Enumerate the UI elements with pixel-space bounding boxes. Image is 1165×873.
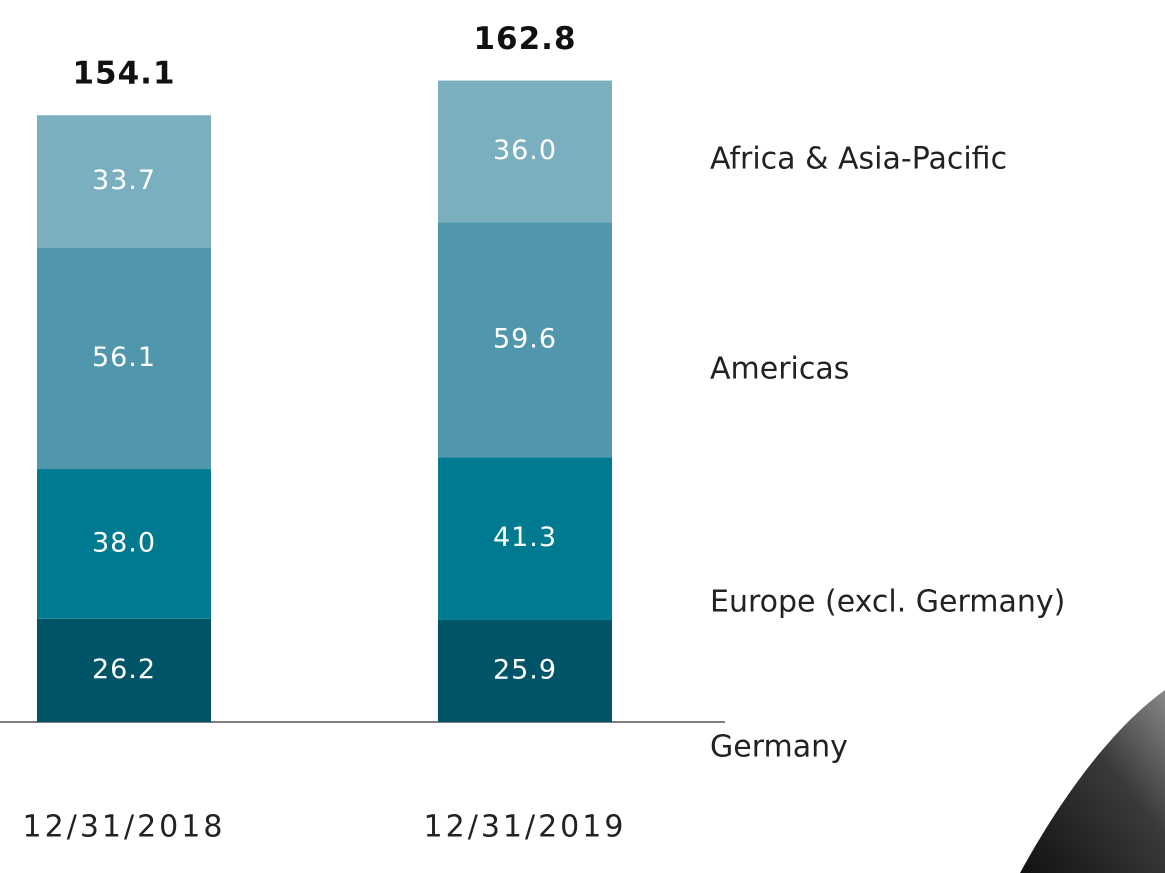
bar-segment bbox=[37, 469, 211, 619]
bar-segment bbox=[37, 618, 211, 722]
legend-label: Germany bbox=[710, 730, 848, 765]
segment-label: 59.6 bbox=[493, 323, 557, 354]
segment-label: 56.1 bbox=[92, 342, 156, 373]
legend-label: Africa & Asia-Pacific bbox=[710, 142, 1007, 177]
segment-label: 38.0 bbox=[92, 527, 156, 558]
x-tick-label: 12/31/2019 bbox=[424, 810, 627, 845]
bar-segment bbox=[37, 115, 211, 249]
segment-label: 25.9 bbox=[493, 654, 557, 685]
bar-segment bbox=[438, 619, 612, 722]
segment-label: 41.3 bbox=[493, 522, 557, 553]
x-tick-label: 12/31/2018 bbox=[23, 810, 226, 845]
bar-segment bbox=[37, 248, 211, 470]
decoration bbox=[1020, 690, 1165, 873]
segment-label: 36.0 bbox=[493, 135, 557, 166]
legend-label: Europe (excl. Germany) bbox=[710, 585, 1065, 620]
bar-segment bbox=[438, 457, 612, 620]
bar-segment bbox=[438, 80, 612, 223]
total-label: 154.1 bbox=[72, 56, 175, 92]
total-label: 162.8 bbox=[473, 21, 576, 57]
segment-label: 26.2 bbox=[92, 654, 156, 685]
legend-label: Americas bbox=[710, 352, 849, 387]
bar-segment bbox=[438, 222, 612, 458]
segment-label: 33.7 bbox=[92, 165, 156, 196]
